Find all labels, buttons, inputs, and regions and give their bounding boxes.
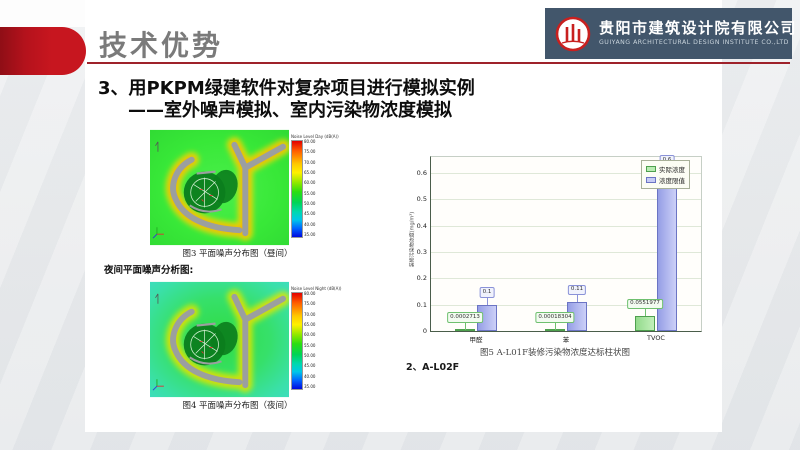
title-underline — [87, 62, 790, 64]
heading-line1: 3、用PKPM绿建软件对复杂项目进行模拟实例 — [98, 78, 475, 99]
value-connector — [487, 297, 488, 305]
day-map-caption: 图3 平面噪声分布图（昼间） — [182, 249, 293, 259]
company-logo-icon — [555, 16, 591, 51]
building-cluster — [183, 169, 238, 214]
legend-label: 浓度限值 — [659, 177, 685, 185]
legend-tick: 80.00 — [304, 291, 316, 296]
axes-glyph-icon — [152, 227, 164, 239]
y-tick-label: 0.5 — [416, 195, 427, 204]
y-tick-label: 0.6 — [416, 168, 427, 177]
building-cluster — [183, 321, 238, 366]
y-tick-label: 0 — [422, 327, 427, 335]
legend-swatch-icon — [646, 177, 656, 183]
company-name-en: GUIYANG ARCHITECTURAL DESIGN INSTITUTE C… — [599, 38, 789, 46]
page-title: 技术优势 — [99, 29, 224, 62]
value-label-actual-0: 0.0002713 — [447, 312, 483, 323]
y-tick-label: 0.4 — [416, 221, 427, 230]
red-accent-shape — [0, 27, 86, 75]
legend-tick: 75.00 — [304, 149, 316, 155]
night-legend-title: Noise Level Night (dB(A)) — [291, 286, 342, 291]
company-logo: 贵阳市建筑设计院有限公司 GUIYANG ARCHITECTURAL DESIG… — [545, 8, 796, 59]
night-map-legend: Noise Level Night (dB(A)) 80.00 75.00 70.0… — [291, 286, 341, 390]
day-map-legend: Noise Level Day (dB(A)) 80.00 75.00 70.00 6… — [291, 134, 339, 238]
x-category-label: 苯 — [562, 336, 570, 344]
noise-map-night — [150, 281, 289, 398]
legend-tick: 40.00 — [304, 373, 316, 379]
night-legend-ticks: 80.00 75.00 70.00 65.00 60.00 55.00 50.00 45.00… — [304, 292, 315, 389]
legend-entry: 浓度限值 — [646, 175, 685, 185]
value-label-limit-1: 0.11 — [567, 284, 587, 295]
value-label-limit-0: 0.1 — [479, 287, 495, 298]
y-tick-label: 0.2 — [416, 274, 427, 283]
legend-tick: 65.00 — [304, 169, 316, 175]
gridline — [431, 251, 701, 253]
axes-glyph-icon — [152, 379, 164, 391]
heading-line2: ——室外噪声模拟、室内污染物浓度模拟 — [128, 100, 452, 121]
chart-caption: 图5 A-L01F装修污染物浓度达标柱状图 — [480, 348, 630, 358]
value-connector — [555, 322, 556, 330]
gridline — [431, 304, 701, 306]
gridline — [431, 172, 701, 174]
x-category-label: 甲醛 — [469, 336, 483, 344]
north-arrow-icon — [155, 293, 159, 304]
legend-tick: 40.00 — [304, 221, 316, 227]
y-tick-label: 0.3 — [416, 247, 427, 256]
legend-tick: 75.00 — [304, 301, 316, 307]
value-label-actual-2: 0.0551977 — [627, 298, 663, 310]
value-label-actual-1: 0.00018304 — [535, 312, 575, 323]
legend-entry: 实际浓度 — [646, 164, 685, 174]
legend-tick: 35.00 — [304, 231, 316, 237]
legend-tick: 80.00 — [304, 139, 316, 144]
gridline — [431, 199, 701, 201]
day-legend-title: Noise Level Day (dB(A)) — [291, 134, 339, 139]
night-map-caption: 图4 平面噪声分布图（夜间） — [182, 401, 293, 411]
day-legend-ticks: 80.00 75.00 70.00 65.00 60.00 55.00 50.00 45.00… — [304, 140, 315, 237]
night-legend-colorbar — [291, 292, 303, 390]
noise-map-day — [150, 129, 289, 246]
chart-y-axis-label: 装修污染物浓度(mg/m³) — [409, 211, 416, 268]
legend-tick: 50.00 — [304, 352, 316, 358]
legend-tick: 35.00 — [304, 383, 316, 389]
legend-tick: 55.00 — [304, 342, 316, 348]
y-tick-label: 0.1 — [416, 300, 427, 309]
next-item-label: 2、A-L02F — [406, 362, 460, 373]
night-section-heading: 夜间平面噪声分析图: — [104, 265, 194, 276]
legend-label: 实际浓度 — [659, 166, 685, 174]
legend-tick: 60.00 — [304, 332, 316, 338]
corner-strip — [0, 0, 85, 27]
legend-tick: 55.00 — [304, 190, 316, 196]
legend-tick: 60.00 — [304, 180, 316, 186]
x-category-label: TVOC — [647, 334, 665, 342]
legend-swatch-icon — [646, 166, 656, 172]
legend-tick: 65.00 — [304, 321, 316, 327]
chart-legend: 实际浓度 浓度限值 — [641, 160, 690, 189]
value-connector — [577, 295, 578, 302]
pollutant-bar-chart: 装修污染物浓度(mg/m³) 0 0.1 0.2 0.3 0.4 0.5 0.6 甲醛 0.00… — [404, 150, 714, 355]
company-logo-text: 贵阳市建筑设计院有限公司 GUIYANG ARCHITECTURAL DESIG… — [599, 20, 797, 46]
legend-tick: 70.00 — [304, 311, 316, 317]
day-legend-colorbar — [291, 140, 303, 238]
value-connector — [645, 309, 646, 317]
legend-tick: 45.00 — [304, 211, 316, 217]
company-name-cn: 贵阳市建筑设计院有限公司 — [599, 19, 798, 38]
legend-tick: 50.00 — [304, 200, 316, 206]
bar-actual-2 — [635, 316, 655, 331]
north-arrow-icon — [155, 141, 159, 152]
legend-tick: 70.00 — [304, 159, 316, 165]
value-connector — [465, 322, 466, 330]
legend-tick: 45.00 — [304, 363, 316, 369]
gridline — [431, 225, 701, 227]
gridline — [431, 278, 701, 280]
